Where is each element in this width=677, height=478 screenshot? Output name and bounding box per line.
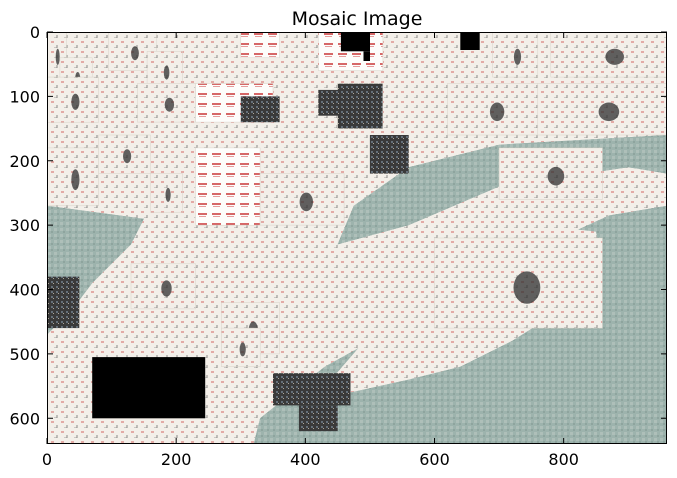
y-tick-label: 300	[9, 216, 40, 235]
y-tick-label: 500	[9, 345, 40, 364]
dark-tile-cluster	[47, 276, 80, 329]
photo-tile	[195, 147, 261, 226]
plot-area	[47, 32, 667, 444]
black-missing-region	[92, 357, 206, 419]
y-tick-label: 0	[30, 23, 40, 42]
photo-tile-subject	[605, 48, 624, 65]
x-axis: 0 200 400 600 800	[42, 32, 579, 469]
y-tick-label: 100	[9, 87, 40, 106]
x-tick-label: 400	[290, 450, 321, 469]
black-missing-region	[340, 32, 370, 52]
background-mosaic-region	[253, 205, 667, 444]
dark-tile-cluster	[273, 373, 351, 406]
x-tick-label: 0	[42, 450, 52, 469]
photo-tile-subject	[489, 102, 505, 122]
chart-title: Mosaic Image	[292, 8, 423, 30]
photo-tile-subject	[513, 48, 522, 65]
photo-tile-subject	[71, 93, 80, 110]
photo-tile-subject	[163, 65, 170, 80]
photo-tile-subject	[547, 166, 565, 186]
black-missing-region	[363, 51, 370, 61]
y-tick-label: 400	[9, 281, 40, 300]
dark-tile-cluster	[318, 89, 345, 116]
black-missing-region	[460, 32, 480, 50]
photo-tile-subject	[131, 46, 139, 61]
plot-frame	[47, 32, 667, 444]
photo-tile-subject	[161, 280, 172, 297]
photo-tile-subject	[123, 149, 132, 164]
y-axis: 0 100 200 300 400 500 600	[9, 23, 667, 428]
x-tick-label: 600	[419, 450, 450, 469]
photo-tile-subject	[239, 342, 246, 357]
dark-tile-cluster	[369, 135, 409, 174]
y-tick-label: 600	[9, 409, 40, 428]
photo-tile-subject	[598, 102, 620, 122]
x-tick-label: 800	[548, 450, 579, 469]
photo-tile-subject	[71, 169, 80, 191]
y-tick-label: 200	[9, 152, 40, 171]
x-tick-label: 200	[161, 450, 192, 469]
photo-tile	[337, 83, 384, 129]
dark-tile-cluster	[240, 96, 280, 123]
photo-tile-subject	[513, 271, 541, 304]
photo-tile-subject	[164, 97, 175, 112]
dark-tile-cluster	[298, 405, 338, 432]
photo-tile-subject	[165, 187, 171, 202]
photo-tile	[240, 32, 280, 59]
photo-tile-subject	[55, 48, 60, 65]
photo-tile-subject	[299, 192, 313, 212]
